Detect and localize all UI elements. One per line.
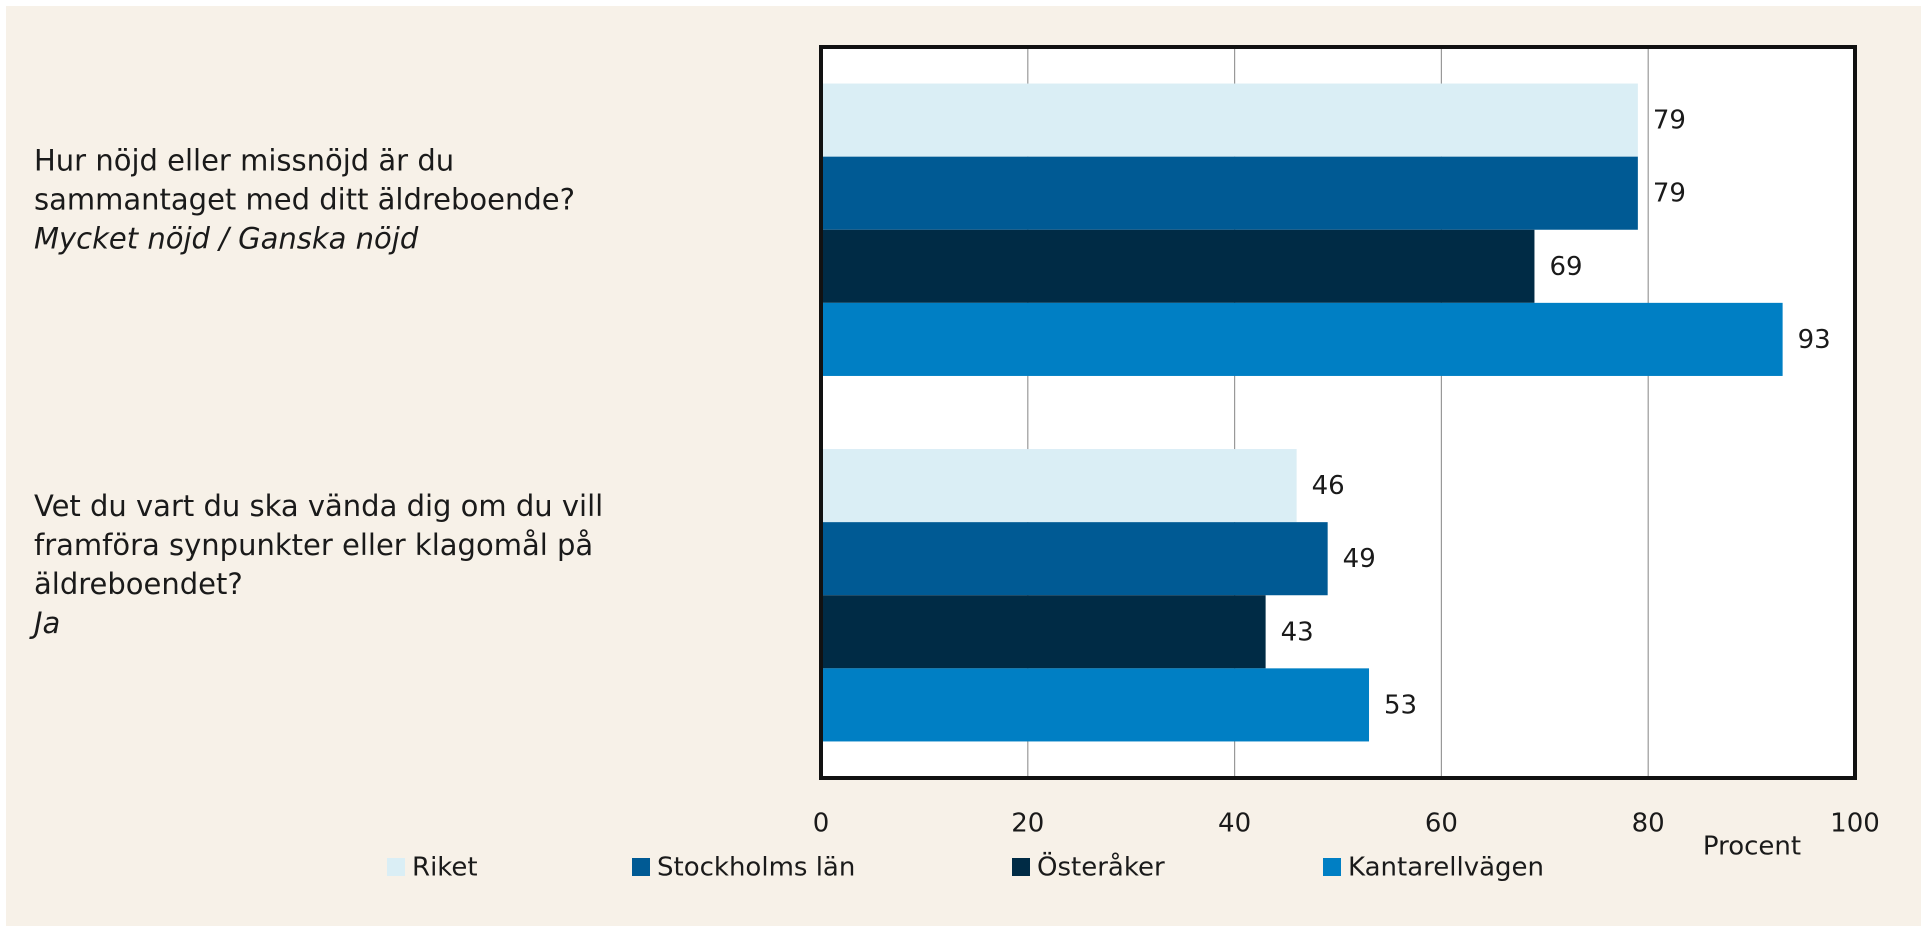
legend-swatch bbox=[632, 858, 650, 876]
value-label: 69 bbox=[1549, 252, 1582, 282]
value-label: 46 bbox=[1312, 471, 1345, 501]
bar bbox=[821, 156, 1638, 230]
legend-swatch bbox=[1012, 858, 1030, 876]
legend-swatch bbox=[387, 858, 405, 876]
legend-label: Österåker bbox=[1037, 851, 1165, 883]
legend-label: Riket bbox=[412, 853, 478, 883]
value-label: 93 bbox=[1798, 325, 1831, 355]
category-question: Vet du vart du ska vända dig om du vill … bbox=[34, 489, 604, 602]
bar bbox=[821, 229, 1535, 303]
bar bbox=[821, 595, 1266, 669]
value-label: 53 bbox=[1384, 690, 1417, 720]
x-tick-label: 0 bbox=[813, 809, 830, 839]
legend-label: Kantarellvägen bbox=[1348, 853, 1544, 883]
bar bbox=[821, 449, 1297, 523]
bar bbox=[821, 302, 1783, 376]
value-label: 43 bbox=[1281, 617, 1314, 647]
chart: 0 20 40 60 80 100 79 79 69 93 46 49 43 53 Procent Riket… bbox=[387, 45, 1880, 883]
x-axis-label: Procent bbox=[1703, 832, 1801, 862]
x-tick-label: 40 bbox=[1218, 809, 1251, 839]
plot-frame bbox=[819, 45, 1857, 780]
category-label: Vet du vart du ska vända dig om du vill … bbox=[34, 487, 634, 643]
value-label: 79 bbox=[1653, 106, 1686, 136]
bar bbox=[821, 668, 1370, 742]
x-tick-label: 20 bbox=[1011, 809, 1044, 839]
category-note: Ja bbox=[34, 606, 61, 641]
value-label: 49 bbox=[1343, 544, 1376, 574]
category-label: Hur nöjd eller missnöjd är du sammantage… bbox=[34, 141, 634, 258]
x-tick-label: 60 bbox=[1425, 809, 1458, 839]
bar bbox=[821, 522, 1328, 596]
page: 0 20 40 60 80 100 79 79 69 93 46 49 43 53 Procent Riket… bbox=[6, 6, 1921, 926]
bar bbox=[821, 83, 1638, 157]
legend-label: Stockholms län bbox=[657, 853, 855, 883]
x-tick-label: 100 bbox=[1830, 809, 1880, 839]
category-note: Mycket nöjd / Ganska nöjd bbox=[34, 221, 419, 256]
value-label: 79 bbox=[1653, 179, 1686, 209]
x-tick-label: 80 bbox=[1632, 809, 1665, 839]
legend-swatch bbox=[1323, 858, 1341, 876]
category-question: Hur nöjd eller missnöjd är du sammantage… bbox=[34, 143, 576, 217]
